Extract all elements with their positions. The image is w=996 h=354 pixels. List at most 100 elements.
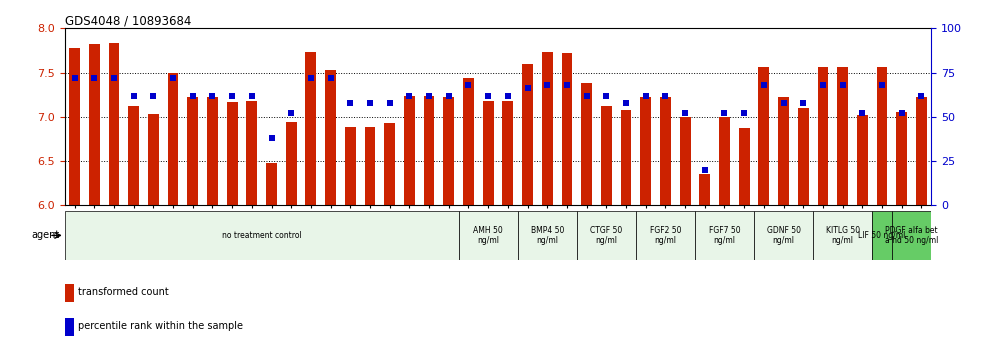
Bar — [758, 67, 769, 205]
Text: LIF 50 ng/ml: LIF 50 ng/ml — [859, 231, 905, 240]
Bar — [798, 108, 809, 205]
Point — [264, 135, 280, 141]
Bar — [857, 115, 868, 205]
Text: CTGF 50
ng/ml: CTGF 50 ng/ml — [591, 226, 622, 245]
Bar — [227, 102, 238, 205]
Text: PDGF alfa bet
a hd 50 ng/ml: PDGF alfa bet a hd 50 ng/ml — [884, 226, 938, 245]
Point — [756, 82, 772, 88]
Text: BMP4 50
ng/ml: BMP4 50 ng/ml — [531, 226, 564, 245]
Bar — [65, 318, 74, 336]
Bar — [423, 96, 434, 205]
Point — [893, 110, 909, 116]
Text: KITLG 50
ng/ml: KITLG 50 ng/ml — [826, 226, 860, 245]
Point — [874, 82, 890, 88]
Point — [716, 110, 732, 116]
Point — [599, 93, 615, 98]
Bar — [384, 123, 395, 205]
Point — [913, 93, 929, 98]
Text: FGF2 50
ng/ml: FGF2 50 ng/ml — [649, 226, 681, 245]
Bar — [754, 211, 813, 260]
Bar — [345, 127, 356, 205]
Bar — [148, 114, 158, 205]
Bar — [207, 97, 218, 205]
Bar — [325, 70, 336, 205]
Bar — [458, 211, 518, 260]
Point — [224, 93, 240, 98]
Bar — [266, 163, 277, 205]
Point — [343, 100, 359, 105]
Text: no treatment control: no treatment control — [222, 231, 302, 240]
Bar — [187, 97, 198, 205]
Point — [677, 110, 693, 116]
Point — [815, 82, 831, 88]
Bar — [891, 211, 931, 260]
Point — [303, 75, 319, 81]
Text: FGF7 50
ng/ml: FGF7 50 ng/ml — [709, 226, 740, 245]
Bar — [695, 211, 754, 260]
Bar — [286, 122, 297, 205]
Point — [500, 93, 516, 98]
Bar — [89, 44, 100, 205]
Bar — [69, 48, 80, 205]
Point — [401, 93, 417, 98]
Point — [579, 93, 595, 98]
Bar — [679, 117, 690, 205]
Bar — [813, 211, 872, 260]
Bar — [818, 67, 829, 205]
Bar — [719, 117, 730, 205]
Point — [619, 100, 634, 105]
Bar — [601, 106, 612, 205]
Bar — [739, 128, 750, 205]
Point — [441, 93, 457, 98]
Text: percentile rank within the sample: percentile rank within the sample — [78, 321, 243, 331]
Point — [165, 75, 181, 81]
Bar — [582, 83, 592, 205]
Text: agent: agent — [32, 230, 60, 240]
Point — [125, 93, 141, 98]
Bar — [640, 97, 651, 205]
Point — [244, 93, 260, 98]
Point — [460, 82, 476, 88]
Text: AMH 50
ng/ml: AMH 50 ng/ml — [473, 226, 503, 245]
Point — [145, 93, 161, 98]
Bar — [518, 211, 577, 260]
Point — [697, 167, 713, 173]
Bar — [660, 97, 671, 205]
Point — [421, 93, 437, 98]
Bar — [522, 64, 533, 205]
Bar — [109, 44, 120, 205]
Point — [67, 75, 83, 81]
Bar — [404, 96, 414, 205]
Point — [776, 100, 792, 105]
Point — [381, 100, 397, 105]
Bar — [562, 53, 573, 205]
Point — [204, 93, 220, 98]
Point — [87, 75, 103, 81]
Bar — [443, 97, 454, 205]
Text: GDS4048 / 10893684: GDS4048 / 10893684 — [65, 14, 191, 27]
Bar — [167, 73, 178, 205]
Bar — [463, 78, 474, 205]
Bar — [635, 211, 695, 260]
Point — [539, 82, 555, 88]
Bar — [542, 52, 553, 205]
Point — [657, 93, 673, 98]
Bar — [916, 97, 927, 205]
Text: GDNF 50
ng/ml: GDNF 50 ng/ml — [767, 226, 801, 245]
Bar — [65, 211, 458, 260]
Point — [795, 100, 811, 105]
Point — [106, 75, 122, 81]
Bar — [246, 101, 257, 205]
Bar — [896, 113, 907, 205]
Point — [637, 93, 653, 98]
Bar — [838, 67, 848, 205]
Point — [480, 93, 496, 98]
Bar — [483, 101, 494, 205]
Bar — [876, 67, 887, 205]
Bar — [306, 52, 317, 205]
Point — [559, 82, 575, 88]
Point — [283, 110, 299, 116]
Bar — [699, 175, 710, 205]
Bar — [778, 97, 789, 205]
Point — [520, 86, 536, 91]
